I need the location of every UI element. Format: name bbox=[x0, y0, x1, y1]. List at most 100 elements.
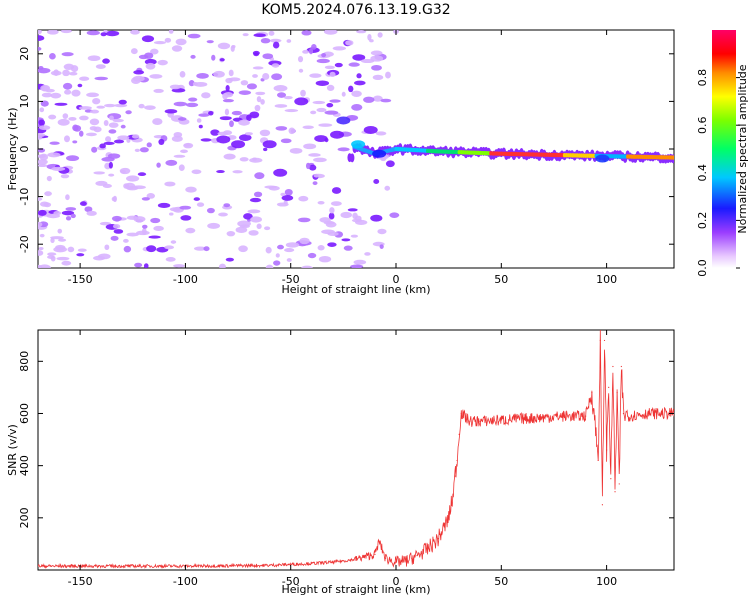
spectrogram-blob bbox=[271, 63, 280, 68]
spectrogram-blob bbox=[272, 41, 280, 49]
spectrogram-blob bbox=[70, 213, 76, 219]
spectrogram-blob bbox=[265, 264, 274, 268]
spectrogram-blob bbox=[285, 242, 300, 248]
spectrogram-blob bbox=[68, 71, 78, 76]
spectrogram-blob bbox=[105, 136, 112, 143]
spectrogram-blob bbox=[65, 194, 70, 201]
spectrogram-blob bbox=[370, 55, 384, 62]
spectrogram-blob bbox=[158, 138, 165, 146]
spectrogram-blob bbox=[108, 122, 119, 128]
spectrogram-strong-blob bbox=[351, 140, 366, 149]
spectrogram-blob bbox=[185, 227, 196, 234]
snr-data-point bbox=[616, 392, 618, 394]
spectrogram-blob bbox=[363, 96, 375, 103]
snr-data-point bbox=[405, 560, 408, 562]
spectrogram-blob bbox=[90, 109, 100, 114]
spectrogram-strong-blob bbox=[262, 140, 277, 149]
snr-data-point bbox=[384, 557, 387, 559]
spectrogram-strong-blob bbox=[231, 140, 246, 149]
spectrogram-blob bbox=[125, 175, 140, 182]
spectrogram-blob bbox=[298, 68, 304, 73]
top-y-tick-label: 10 bbox=[18, 94, 31, 108]
spectrogram-blob bbox=[49, 52, 56, 60]
spectrogram-blob bbox=[196, 118, 202, 123]
spectrogram-blob bbox=[271, 73, 283, 81]
spectrogram-blob bbox=[44, 191, 52, 197]
spectrogram-blob bbox=[274, 104, 288, 108]
spectrogram-blob bbox=[345, 40, 354, 46]
spectrogram-blob bbox=[314, 135, 328, 143]
spectrogram-blob bbox=[223, 153, 236, 160]
snr-series-line bbox=[38, 330, 674, 569]
snr-data-point bbox=[427, 548, 429, 550]
spectrogram-blob bbox=[38, 125, 51, 131]
bottom-y-tick-label: 200 bbox=[18, 507, 31, 528]
spectrogram-blob bbox=[324, 65, 335, 70]
spectrogram-blob bbox=[244, 132, 253, 136]
spectrogram-blob bbox=[313, 173, 320, 178]
spectrogram-blob bbox=[286, 258, 292, 262]
spectrogram-blob bbox=[238, 119, 250, 126]
spectrogram-strong-blob bbox=[294, 97, 309, 106]
spectrogram-blob bbox=[302, 49, 309, 54]
spectrogram-blob bbox=[79, 115, 89, 121]
spectrogram-blob bbox=[309, 164, 317, 171]
spectrogram-blob bbox=[219, 116, 232, 121]
snr-data-point bbox=[599, 339, 601, 342]
spectrogram-blob bbox=[96, 105, 106, 109]
spectrogram-blob bbox=[65, 207, 77, 211]
spectrogram-strong-blob bbox=[216, 135, 231, 144]
spectrogram-blob bbox=[225, 84, 230, 92]
bottom-x-tick-label: 50 bbox=[494, 575, 508, 588]
spectrogram-blob bbox=[208, 110, 214, 116]
spectrogram-blob bbox=[38, 35, 45, 42]
spectrogram-blob bbox=[353, 80, 366, 86]
spectrogram-blob bbox=[351, 103, 363, 111]
spectrogram-blob bbox=[146, 245, 157, 253]
spectrogram-blob bbox=[249, 197, 262, 203]
spectrogram-blob bbox=[200, 138, 212, 142]
spectrogram-blob bbox=[91, 146, 98, 153]
spectrogram-blob bbox=[231, 44, 236, 49]
spectrogram-blob bbox=[60, 30, 72, 34]
spectrogram-blob bbox=[353, 259, 367, 265]
spectrogram-blob bbox=[38, 164, 48, 168]
spectrogram-blob bbox=[354, 215, 362, 222]
snr-panel: -150 -100 -50 0 50 100 200 400 600 800 Height of… bbox=[6, 329, 675, 596]
spectrogram-blob bbox=[73, 125, 82, 132]
spectrogram-blob bbox=[329, 99, 341, 103]
spectrogram-blob bbox=[38, 264, 51, 268]
spectrogram-blob bbox=[265, 246, 272, 254]
spectrogram-blob bbox=[38, 132, 46, 138]
bottom-y-axis-label: SNR (v/v) bbox=[6, 424, 19, 476]
spectrogram-blob bbox=[284, 188, 293, 196]
spectrogram-blob bbox=[260, 38, 271, 44]
spectrogram-blob bbox=[57, 118, 70, 126]
spectrogram-blob bbox=[367, 33, 372, 41]
spectrogram-blob bbox=[256, 96, 262, 103]
spectrogram-blob bbox=[142, 224, 148, 229]
spectrogram-blob bbox=[173, 264, 185, 268]
spectrogram-blob bbox=[71, 89, 81, 97]
spectrogram-blob bbox=[235, 226, 248, 233]
spectrogram-blob bbox=[243, 213, 253, 220]
spectrogram-blob bbox=[99, 143, 106, 149]
top-x-tick-label: 50 bbox=[494, 273, 508, 286]
spectrogram-blob bbox=[185, 102, 199, 108]
spectrogram-blob bbox=[305, 162, 311, 170]
spectrogram-blob bbox=[341, 238, 351, 242]
spectrogram-blob bbox=[47, 252, 57, 256]
spectrogram-blob bbox=[72, 140, 78, 144]
spectrogram-blob bbox=[110, 235, 119, 241]
spectrogram-blob bbox=[164, 245, 175, 250]
spectrogram-blob bbox=[92, 98, 101, 105]
snr-data-point bbox=[226, 565, 229, 567]
spectrogram-strong-blob bbox=[372, 149, 387, 158]
spectrogram-blob bbox=[87, 55, 101, 62]
spectrogram-blob bbox=[252, 74, 258, 78]
spectrogram-strong-blob bbox=[363, 125, 378, 134]
bottom-x-tick-label: -100 bbox=[173, 575, 198, 588]
spectrogram-blob bbox=[262, 53, 274, 60]
snr-data-point bbox=[500, 419, 502, 421]
